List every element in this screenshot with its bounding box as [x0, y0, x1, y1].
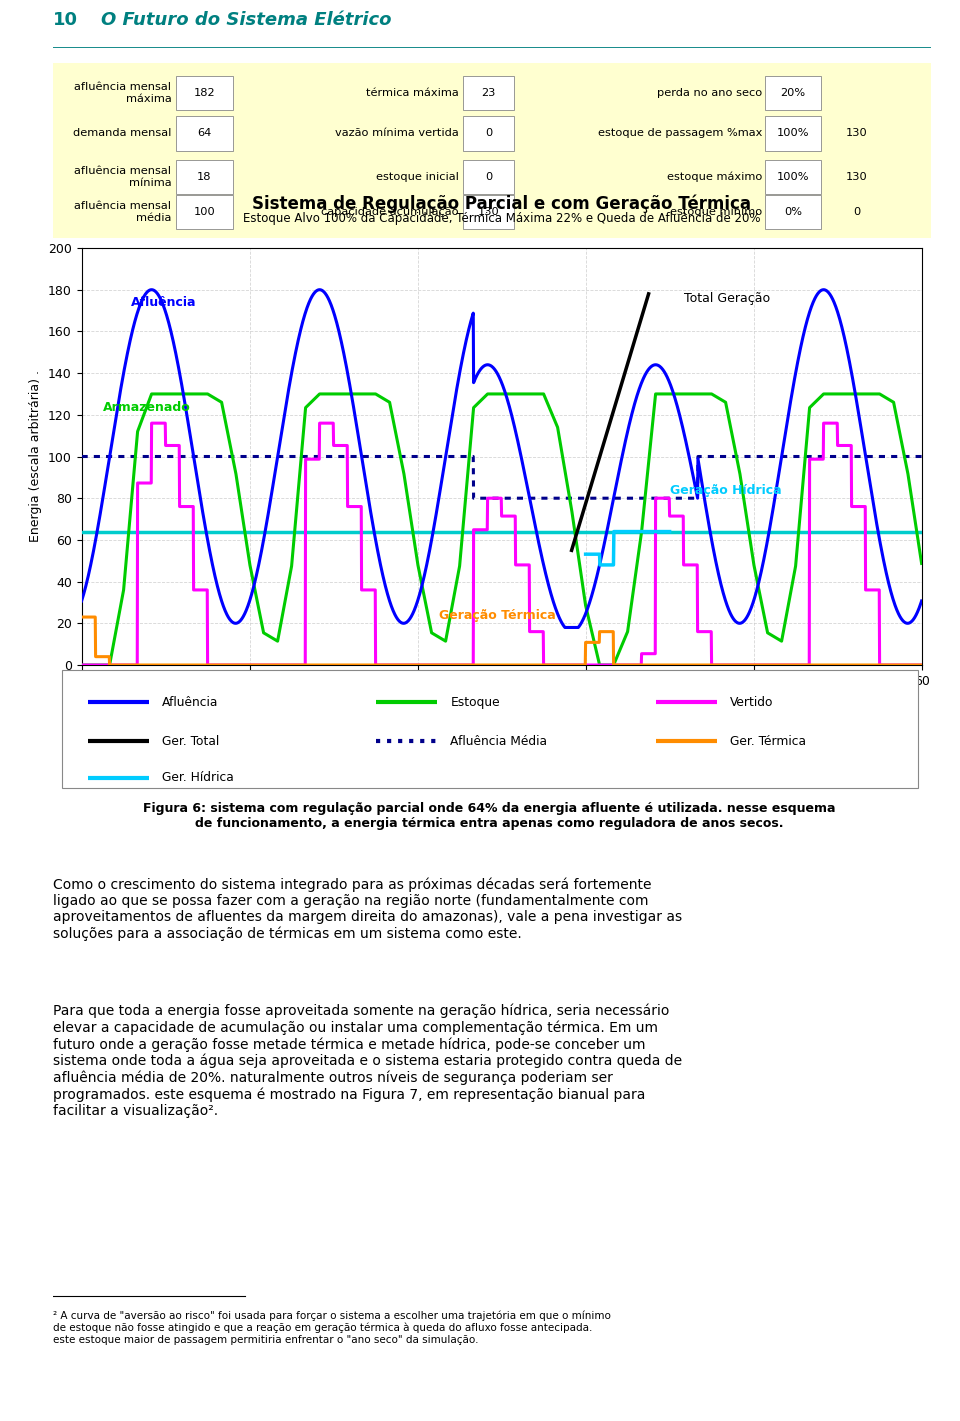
Text: 64: 64 [197, 128, 211, 138]
Text: vazão mínima vertida: vazão mínima vertida [335, 128, 459, 138]
Text: 100%: 100% [777, 172, 809, 182]
Text: térmica máxima: térmica máxima [366, 88, 459, 98]
Text: Estoque Alvo 100% da Capacidade, Térmica Máxima 22% e Queda de Afluência de 20%: Estoque Alvo 100% da Capacidade, Térmica… [243, 212, 760, 225]
Text: Ger. Total: Ger. Total [162, 735, 219, 747]
Text: Estoque: Estoque [450, 696, 500, 709]
Text: afluência mensal
mínima: afluência mensal mínima [74, 166, 172, 188]
Bar [765, 195, 821, 229]
Text: 10: 10 [53, 11, 78, 28]
Text: 0%: 0% [784, 207, 802, 217]
Bar [176, 195, 233, 229]
Text: 23: 23 [481, 88, 495, 98]
Text: Afluência: Afluência [131, 297, 196, 310]
Text: 0: 0 [485, 128, 492, 138]
Bar [463, 161, 514, 195]
Bar [176, 117, 233, 151]
Text: estoque de passagem %max: estoque de passagem %max [598, 128, 762, 138]
Text: Figura 6: sistema com regulação parcial onde 64% da energia afluente é utilizada: Figura 6: sistema com regulação parcial … [143, 803, 836, 830]
Text: 182: 182 [194, 88, 215, 98]
Title: Sistema de Regulação Parcial e com Geração Térmica: Sistema de Regulação Parcial e com Geraç… [252, 195, 751, 213]
Text: Geração Hídrica: Geração Hídrica [669, 485, 781, 497]
Text: demanda mensal: demanda mensal [73, 128, 172, 138]
Bar [463, 77, 514, 111]
Text: 130: 130 [846, 172, 868, 182]
Text: 20%: 20% [780, 88, 805, 98]
Text: Vertido: Vertido [730, 696, 774, 709]
Text: 100: 100 [194, 207, 215, 217]
Text: Geração Térmica: Geração Térmica [439, 610, 555, 622]
Text: Ger. Térmica: Ger. Térmica [730, 735, 805, 747]
Bar [176, 77, 233, 111]
Text: Para que toda a energia fosse aproveitada somente na geração hídrica, seria nece: Para que toda a energia fosse aproveitad… [53, 1003, 682, 1118]
Text: 0: 0 [485, 172, 492, 182]
Text: estoque mínimo: estoque mínimo [670, 207, 762, 217]
Text: estoque inicial: estoque inicial [375, 172, 459, 182]
Bar [463, 117, 514, 151]
Text: 0: 0 [852, 207, 860, 217]
Text: Afluência Média: Afluência Média [450, 735, 547, 747]
Text: capacidade acumulação: capacidade acumulação [321, 207, 459, 217]
Text: afluência mensal
máxima: afluência mensal máxima [74, 82, 172, 104]
Bar [765, 77, 821, 111]
Y-axis label: Energia (escala arbitrária) .: Energia (escala arbitrária) . [30, 371, 42, 543]
Bar [463, 195, 514, 229]
Text: afluência mensal
média: afluência mensal média [74, 202, 172, 223]
Bar [176, 161, 233, 195]
Text: Ger. Hídrica: Ger. Hídrica [162, 772, 233, 784]
Bar [765, 161, 821, 195]
Text: Total Geração: Total Geração [684, 293, 770, 306]
Text: Vertido: Vertido [601, 679, 640, 691]
Text: estoque máximo: estoque máximo [667, 172, 762, 182]
Text: O Futuro do Sistema Elétrico: O Futuro do Sistema Elétrico [101, 11, 392, 28]
Text: 100%: 100% [777, 128, 809, 138]
Text: 130: 130 [478, 207, 499, 217]
Text: Como o crescimento do sistema integrado para as próximas décadas será fortemente: Como o crescimento do sistema integrado … [53, 877, 682, 941]
Text: Afluência: Afluência [162, 696, 218, 709]
Text: ² A curva de "aversão ao risco" foi usada para forçar o sistema a escolher uma t: ² A curva de "aversão ao risco" foi usad… [53, 1310, 611, 1344]
Text: Armazenado: Armazenado [103, 401, 190, 414]
Text: 130: 130 [846, 128, 868, 138]
Text: 18: 18 [197, 172, 211, 182]
Text: perda no ano seco: perda no ano seco [658, 88, 762, 98]
Bar [765, 117, 821, 151]
